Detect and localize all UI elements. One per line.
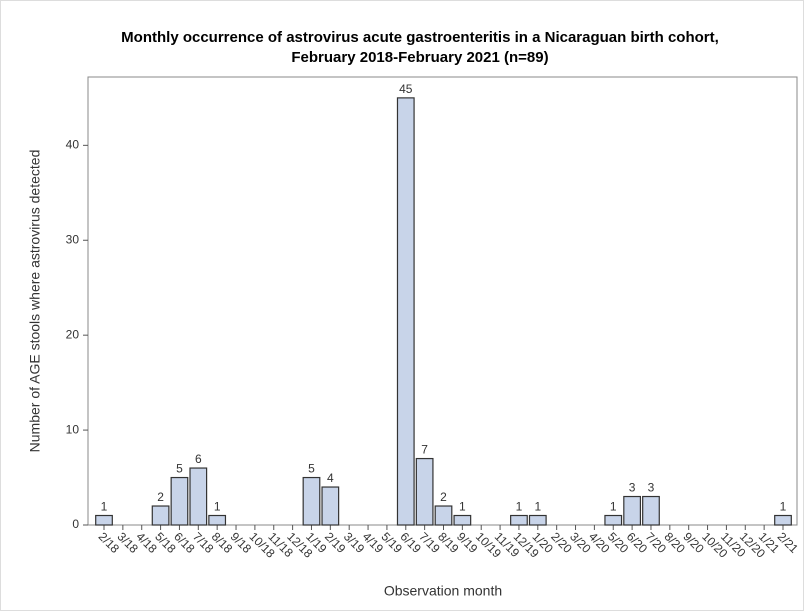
- bar: [302, 476, 321, 526]
- data-label: 3: [648, 481, 655, 495]
- bar: [396, 97, 415, 526]
- bar: [453, 514, 472, 526]
- bar: [415, 457, 434, 526]
- bar: [434, 505, 453, 526]
- data-label: 1: [534, 500, 541, 514]
- bar: [170, 476, 189, 526]
- x-axis-label: Observation month: [384, 583, 502, 599]
- bar: [528, 514, 547, 526]
- data-label: 1: [610, 500, 617, 514]
- bar: [774, 514, 792, 526]
- bar: [623, 495, 642, 526]
- bar: [95, 514, 113, 526]
- data-label: 2: [157, 490, 164, 504]
- data-label: 1: [780, 500, 787, 514]
- data-label: 1: [516, 500, 523, 514]
- y-tick-label: 10: [66, 422, 80, 436]
- bar: [151, 505, 170, 526]
- bar: [510, 514, 528, 526]
- bar: [604, 514, 623, 526]
- y-tick-label: 20: [66, 327, 80, 341]
- bar: [189, 467, 208, 526]
- y-tick-label: 40: [66, 138, 80, 152]
- data-label: 45: [399, 82, 413, 96]
- data-label: 3: [629, 481, 636, 495]
- data-label: 1: [101, 500, 108, 514]
- data-label: 1: [459, 500, 466, 514]
- data-label: 2: [440, 490, 447, 504]
- bar: [208, 514, 227, 526]
- data-label: 1: [214, 500, 221, 514]
- chart-title: Monthly occurrence of astrovirus acute g…: [121, 29, 719, 46]
- bar: [321, 486, 340, 526]
- bar: [642, 495, 660, 526]
- y-axis-label: Number of AGE stools where astrovirus de…: [27, 150, 43, 453]
- data-label: 5: [308, 462, 315, 476]
- data-label: 4: [327, 471, 334, 485]
- y-tick-label: 0: [72, 517, 79, 531]
- data-label: 6: [195, 452, 202, 466]
- y-tick-label: 30: [66, 232, 80, 246]
- chart-title: February 2018-February 2021 (n=89): [291, 49, 548, 66]
- data-label: 7: [421, 443, 428, 457]
- data-label: 5: [176, 462, 183, 476]
